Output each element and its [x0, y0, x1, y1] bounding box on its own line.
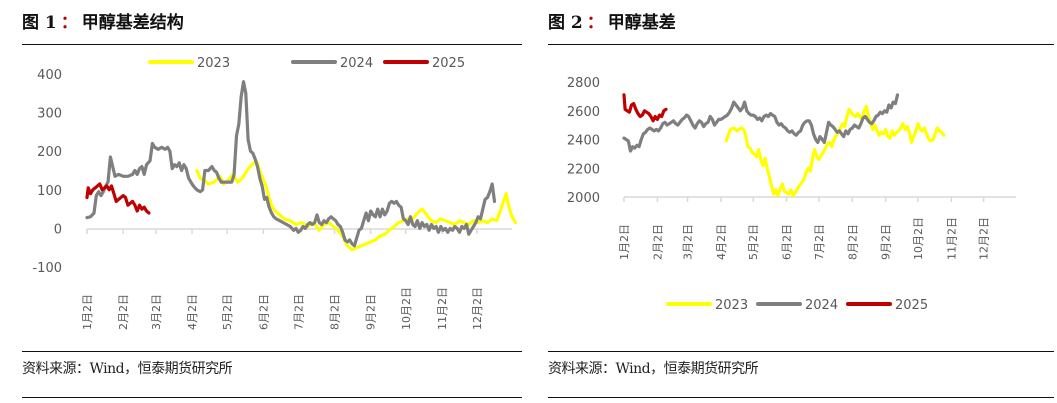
- y-tick-label: 2400: [567, 134, 600, 149]
- x-tick-label: 5月2日: [221, 294, 234, 330]
- x-tick-label: 9月2日: [365, 294, 378, 330]
- x-tick-label: 1月2日: [81, 294, 94, 330]
- mid-divider: [22, 351, 522, 352]
- top-divider: [548, 44, 1054, 45]
- y-tick-label: 200: [37, 145, 62, 160]
- series-2025-line: [85, 182, 151, 215]
- legend-label-2023: 2023: [197, 56, 230, 71]
- x-tick-label: 1月2日: [618, 224, 631, 260]
- y-tick-label: 400: [37, 68, 62, 83]
- y-tick-label: 2800: [567, 76, 600, 91]
- y-tick-label: -100: [32, 261, 62, 276]
- x-tick-label: 3月2日: [682, 224, 695, 260]
- basis-chart: 2800 2600 2400 2200 2000 1月2日 2月2日 3月2日 4月2日 5月2日…: [567, 76, 1016, 313]
- x-tick-label: 12月2日: [978, 217, 991, 260]
- x-tick-label: 11月2日: [436, 287, 449, 330]
- y-tick-label: 100: [37, 184, 62, 199]
- y-tick-label: 2600: [567, 105, 600, 120]
- figure-1-title-text: 甲醇基差结构: [81, 13, 184, 33]
- series-2024-line: [85, 80, 497, 248]
- legend-label-2024: 2024: [805, 298, 838, 313]
- legend-label-2025: 2025: [432, 56, 465, 71]
- series-2025-line: [622, 93, 668, 123]
- basis-structure-chart: 400 300 200 100 0 -100 1月2日 2月2日 3月2日 4月2日 5月2日 6月2…: [32, 56, 518, 330]
- x-tick-label: 10月2日: [912, 217, 925, 260]
- figure-1-title: 图 1：甲醇基差结构: [22, 8, 184, 33]
- x-tick-label: 9月2日: [880, 224, 893, 260]
- x-tick-label: 3月2日: [150, 294, 163, 330]
- top-divider: [22, 44, 522, 45]
- figure-1-panel: 图 1：甲醇基差结构 400 300 200 100 0 -100 1月2日 2月2日 3月2日…: [22, 0, 522, 403]
- x-tick-label: 7月2日: [292, 294, 305, 330]
- mid-divider: [548, 351, 1054, 352]
- x-tick-label: 4月2日: [186, 294, 199, 330]
- x-tick-label: 11月2日: [945, 217, 958, 260]
- x-tick-label: 2月2日: [651, 224, 664, 260]
- x-tick-label: 2月2日: [117, 294, 130, 330]
- x-tick-label: 6月2日: [257, 294, 270, 330]
- figure-2-source: 资料来源：Wind，恒泰期货研究所: [548, 361, 759, 377]
- x-tick-label: 6月2日: [781, 224, 794, 260]
- figure-2-panel: 图 2：甲醇基差 2800 2600 2400 2200 2000 1月2日 2月2日 3月2…: [548, 0, 1054, 403]
- legend-label-2024: 2024: [340, 56, 373, 71]
- bottom-divider: [22, 397, 522, 398]
- figure-2-number: 图 2: [548, 13, 583, 33]
- y-tick-label: 2000: [567, 191, 600, 206]
- legend-label-2023: 2023: [715, 298, 748, 313]
- figure-2-title: 图 2：甲醇基差: [548, 8, 676, 33]
- figure-1-source: 资料来源：Wind，恒泰期货研究所: [22, 361, 233, 377]
- x-tick-label: 4月2日: [715, 224, 728, 260]
- y-tick-label: 0: [54, 222, 62, 237]
- figure-2-title-text: 甲醇基差: [607, 13, 676, 33]
- title-colon: ：: [586, 13, 604, 33]
- legend-label-2025: 2025: [895, 298, 928, 313]
- x-tick-label: 7月2日: [813, 224, 826, 260]
- x-tick-label: 8月2日: [846, 224, 859, 260]
- figure-1-number: 图 1: [22, 13, 57, 33]
- series-2024-line: [622, 93, 900, 153]
- bottom-divider: [548, 397, 1054, 398]
- y-tick-label: 2200: [567, 162, 600, 177]
- x-tick-label: 5月2日: [747, 224, 760, 260]
- x-tick-label: 12月2日: [471, 287, 484, 330]
- y-tick-label: 300: [37, 107, 62, 122]
- x-tick-label: 10月2日: [400, 287, 413, 330]
- x-tick-label: 8月2日: [329, 294, 342, 330]
- title-colon: ：: [60, 13, 78, 33]
